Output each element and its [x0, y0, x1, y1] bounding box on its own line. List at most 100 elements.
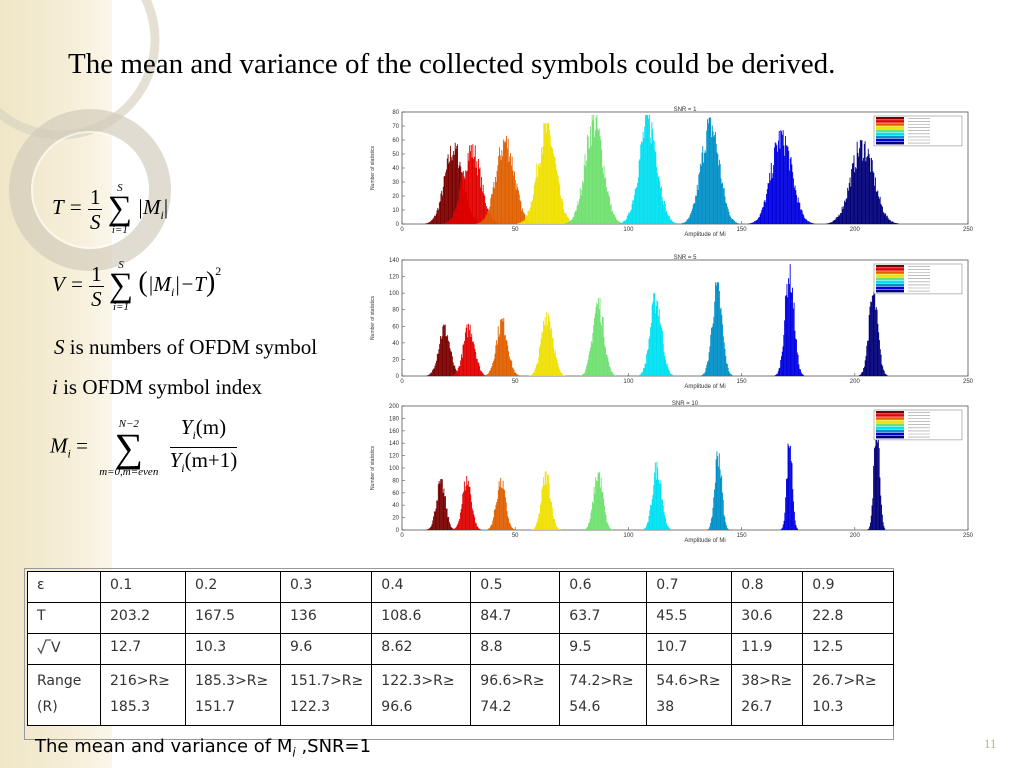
histogram-bar — [499, 333, 501, 376]
histogram-bar — [793, 501, 795, 530]
histogram-bar — [468, 486, 470, 530]
histogram-bar — [606, 521, 608, 530]
histogram-bar — [699, 172, 701, 224]
histogram-bar — [754, 221, 756, 224]
histogram-bar — [652, 140, 654, 224]
histogram-bar — [607, 190, 609, 224]
histogram-bar — [608, 362, 610, 376]
histogram-bar — [432, 218, 434, 224]
histogram-bar — [532, 529, 533, 530]
histogram-bar — [878, 196, 880, 224]
histogram-bar — [582, 374, 584, 376]
histogram-bar — [703, 152, 705, 224]
histogram-bar — [869, 157, 871, 224]
histogram-bar — [776, 374, 778, 376]
histogram-bar — [434, 215, 436, 224]
histogram-bar — [785, 479, 787, 530]
histogram-bar — [490, 525, 492, 530]
histogram-bar — [761, 209, 763, 224]
histogram-bar — [533, 185, 535, 224]
histogram-bar — [598, 473, 600, 530]
histogram-bar — [504, 490, 506, 530]
histogram-bar — [636, 186, 638, 224]
histogram-bar — [668, 527, 670, 530]
histogram-bar — [725, 522, 727, 530]
histogram-bar — [648, 338, 650, 376]
histogram-bar — [649, 114, 650, 224]
histogram-bar — [641, 141, 642, 224]
y-axis-label: Number of statistics — [370, 146, 376, 190]
table-cell-range: 96.6>R≥ 74.2 — [470, 664, 561, 726]
histogram-bar — [549, 498, 551, 530]
histogram-bar — [726, 203, 727, 224]
y-tick-label: 60 — [392, 491, 399, 497]
histogram-bar — [895, 222, 897, 224]
histogram-bar — [440, 336, 441, 376]
y-tick-label: 80 — [392, 478, 399, 484]
histogram-bar — [427, 375, 429, 376]
histogram-bar — [557, 175, 559, 224]
legend-swatch — [876, 138, 904, 142]
histogram-bar — [638, 160, 640, 224]
histogram-bar — [451, 218, 452, 224]
histogram-bar — [884, 214, 886, 224]
histogram-bar — [770, 180, 771, 224]
histogram-bar — [578, 204, 580, 224]
histogram-bar — [870, 301, 872, 376]
histogram-bar — [465, 486, 467, 530]
histogram-bar — [669, 217, 671, 224]
histogram-bar — [807, 221, 809, 224]
table-cell-range: 151.7>R≥ 122.3 — [279, 664, 373, 726]
histogram-bar — [832, 221, 834, 224]
histogram-bar — [535, 525, 537, 530]
histogram-bar — [599, 487, 601, 530]
histogram-bar — [445, 336, 447, 376]
histogram-bar — [589, 147, 591, 224]
histogram-bar — [643, 368, 644, 376]
histogram-bar — [480, 187, 482, 224]
histogram-bar — [619, 222, 621, 224]
histogram-bar — [539, 505, 541, 530]
histogram-bar — [427, 223, 428, 224]
histogram-bar — [516, 183, 518, 224]
histogram-bar — [598, 130, 599, 224]
histogram-bar — [456, 204, 458, 224]
histogram-bar — [880, 354, 882, 376]
histogram-bar — [712, 507, 714, 530]
histogram-bar — [486, 374, 488, 376]
histogram-bar — [784, 155, 786, 224]
histogram-bar — [694, 203, 696, 224]
histogram-bar — [860, 374, 861, 376]
histogram-bar — [487, 373, 489, 376]
histogram-bar — [881, 504, 882, 530]
histogram-bar — [453, 211, 455, 224]
histogram-bar — [625, 220, 627, 224]
histogram-bar — [719, 163, 721, 224]
histogram-bar — [871, 160, 873, 224]
histogram-bar — [860, 373, 862, 376]
histogram-bar — [452, 529, 454, 530]
histogram-bar — [481, 221, 483, 224]
histogram-bar — [897, 223, 899, 224]
histogram-bar — [457, 144, 459, 224]
histogram-bar — [583, 164, 585, 224]
histogram-bar — [437, 353, 439, 376]
histogram-bar — [708, 528, 710, 530]
histogram-bar — [762, 207, 763, 224]
histogram-bar — [612, 210, 614, 224]
histogram-bar — [428, 222, 430, 224]
histogram-bar — [567, 217, 569, 224]
histogram-bar — [520, 222, 522, 224]
histogram-bar — [876, 309, 878, 376]
histogram-bar — [505, 339, 507, 376]
histogram-bar — [465, 170, 467, 224]
histogram-bar — [669, 528, 671, 530]
histogram-bar — [711, 326, 713, 376]
histogram-series — [858, 290, 888, 376]
histogram-bar — [590, 126, 592, 224]
histogram-bar — [542, 485, 544, 530]
histogram-bar — [809, 221, 811, 224]
histogram-bar — [467, 337, 469, 376]
histogram-bar — [867, 155, 868, 224]
histogram-series — [700, 282, 734, 376]
